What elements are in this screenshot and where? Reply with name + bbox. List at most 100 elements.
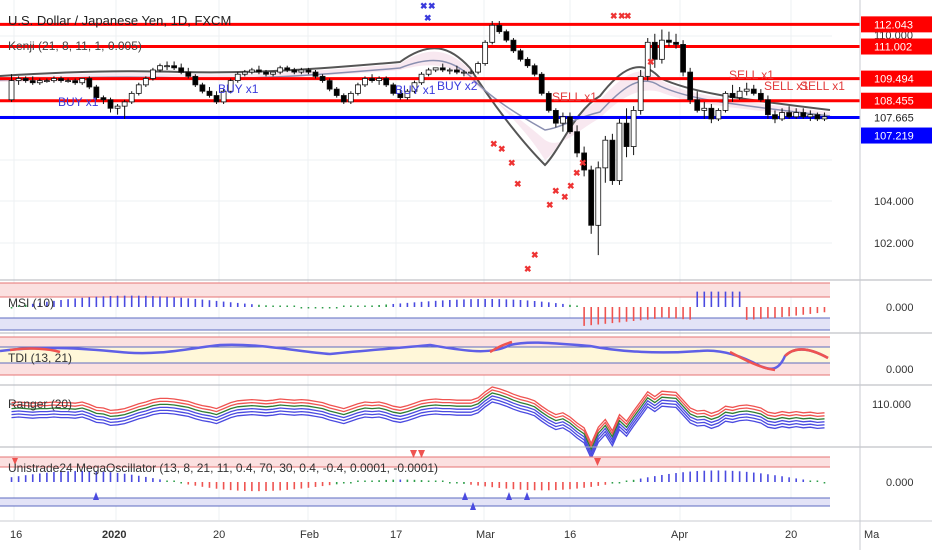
- top-marker-6: ✖: [624, 11, 632, 21]
- candle: [666, 31, 672, 47]
- msi-bar: [95, 296, 98, 307]
- candle-body-down: [305, 69, 312, 73]
- msi-bar: [222, 301, 225, 307]
- msi-bar: [668, 307, 670, 319]
- candle: [178, 63, 185, 75]
- candle: [418, 72, 425, 85]
- candle: [722, 91, 729, 113]
- msi-bar: [24, 304, 27, 307]
- signal-label-1: BUY x1: [58, 95, 99, 109]
- msi-bar: [17, 305, 20, 307]
- candle-body-down: [340, 95, 347, 103]
- candle-body-down: [256, 69, 262, 73]
- mega-bar: [364, 480, 366, 482]
- candle-body-up: [821, 116, 828, 120]
- candle: [772, 110, 778, 124]
- mega-bar: [512, 482, 515, 490]
- mega-bar: [547, 482, 550, 491]
- msi-bar: [265, 305, 267, 307]
- candle-body-up: [446, 69, 453, 72]
- candle: [736, 86, 743, 100]
- mega-bar: [590, 482, 592, 487]
- msi-bar: [491, 299, 494, 307]
- candle-body-down: [107, 99, 114, 109]
- candle: [743, 82, 750, 96]
- mega-bar: [328, 482, 331, 486]
- candle: [157, 63, 163, 73]
- candle-body-down: [29, 80, 36, 84]
- candle: [256, 65, 262, 75]
- tdi-value: 0.000: [886, 364, 914, 376]
- msi-bar: [724, 291, 727, 307]
- time-tick-9: 20: [785, 529, 797, 541]
- candle-body-up: [468, 71, 474, 74]
- mega-bar: [173, 480, 175, 482]
- mega-bar: [710, 470, 713, 482]
- level-tag-bg: [861, 127, 932, 144]
- msi-bar: [342, 305, 345, 307]
- candle: [538, 72, 545, 96]
- msi-bar: [463, 299, 465, 307]
- mega-bar: [540, 482, 543, 491]
- low-marker-12: ✖: [579, 158, 587, 168]
- msi-bar: [555, 303, 557, 307]
- candle: [326, 78, 333, 92]
- candle: [673, 33, 679, 49]
- msi-bar: [406, 302, 409, 307]
- candle: [15, 76, 22, 85]
- candle-body-down: [503, 31, 510, 41]
- msi-bar: [731, 291, 734, 307]
- msi-bar: [251, 304, 253, 307]
- candle-body-up: [227, 80, 234, 92]
- signal-label-3: BUY x1: [395, 83, 436, 97]
- msi-bar: [540, 301, 543, 307]
- candle: [206, 86, 213, 98]
- candle-body-down: [666, 39, 672, 43]
- msi-bar: [74, 298, 76, 307]
- candle: [291, 67, 298, 75]
- mega-bar: [505, 482, 508, 489]
- tdi-panel: TDI (13, 21) 0.000: [0, 332, 932, 376]
- low-marker-6: ✖: [531, 250, 539, 260]
- candle-body-down: [284, 67, 291, 71]
- candle-body-up: [135, 84, 142, 94]
- candle: [715, 108, 722, 122]
- msi-bar: [314, 307, 317, 309]
- mega-bar: [449, 482, 451, 484]
- candle: [355, 82, 361, 96]
- mega-bar: [774, 475, 776, 482]
- level-tag-3: 108.455: [874, 96, 914, 108]
- msi-bar: [703, 291, 706, 307]
- candle: [298, 67, 305, 75]
- mega-bar: [159, 479, 161, 482]
- mega-bar: [123, 473, 126, 482]
- candle-body-down: [531, 65, 538, 75]
- msi-bar: [420, 301, 423, 307]
- level-tag-0: 112.043: [874, 19, 913, 31]
- msi-bar: [88, 297, 91, 307]
- msi-bar: [646, 307, 649, 320]
- msi-bar: [279, 305, 281, 307]
- candle: [595, 161, 602, 256]
- mega-bar: [632, 479, 635, 482]
- msi-bar: [286, 305, 289, 307]
- candle: [241, 69, 248, 77]
- candle: [588, 165, 595, 234]
- candle-body-up: [637, 75, 644, 111]
- candle-body-up: [234, 73, 241, 82]
- candle: [340, 93, 347, 105]
- candle: [8, 74, 15, 102]
- mega-bar: [194, 482, 197, 486]
- msi-bar: [201, 299, 204, 307]
- msi-bar: [449, 299, 451, 307]
- mega-bar: [604, 482, 607, 485]
- candle-body-down: [552, 110, 559, 124]
- mega-bar: [745, 471, 748, 482]
- msi-bar: [116, 295, 119, 307]
- mega-bar: [752, 472, 755, 482]
- candle-body-down: [510, 39, 517, 52]
- mega-bar: [307, 482, 310, 488]
- mega-bar: [654, 476, 656, 482]
- candle-body-down: [750, 88, 757, 94]
- msi-bar: [152, 296, 154, 307]
